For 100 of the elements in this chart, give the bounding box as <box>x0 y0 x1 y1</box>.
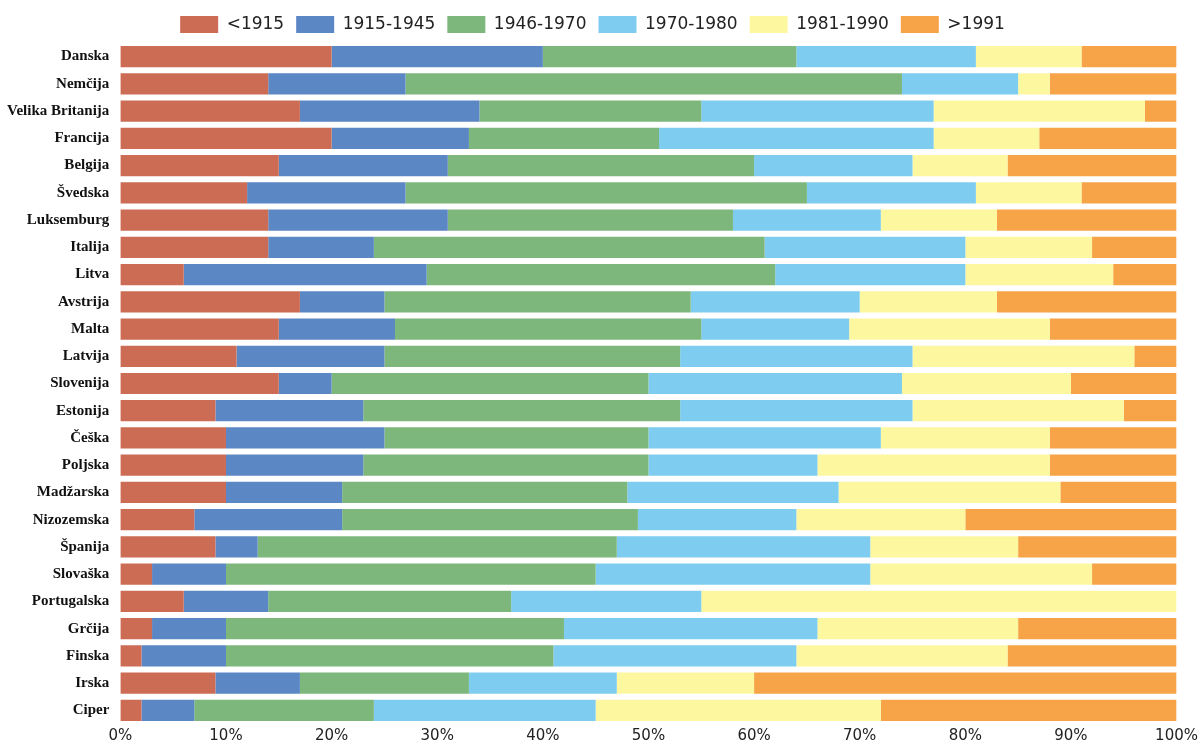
bar <box>120 618 153 640</box>
legend-label: >1991 <box>947 12 1005 33</box>
bar <box>384 427 649 449</box>
bar <box>880 427 1050 449</box>
bar <box>120 400 216 422</box>
bar <box>870 536 1019 558</box>
x-tick-label: 0% <box>108 725 133 744</box>
y-tick-label: Italija <box>70 238 110 255</box>
bar <box>405 182 807 204</box>
bar <box>553 645 797 667</box>
x-tick-label: 10% <box>209 725 243 744</box>
y-tick-label: Litva <box>75 265 110 282</box>
bar <box>901 73 1019 95</box>
bar <box>468 672 617 694</box>
bar <box>1039 127 1177 149</box>
bar <box>141 699 195 721</box>
bar <box>215 536 258 558</box>
legend-label: 1981-1990 <box>796 12 889 33</box>
bar <box>627 481 839 504</box>
bar <box>1123 400 1177 422</box>
bar <box>236 345 385 367</box>
y-tick-label: Malta <box>71 319 110 336</box>
bar <box>1049 454 1177 476</box>
y-tick-label: Velika Britanija <box>7 101 110 118</box>
bar <box>690 291 860 313</box>
bar <box>1007 154 1177 177</box>
bar <box>616 672 755 694</box>
bar <box>975 46 1082 68</box>
bar <box>183 590 269 613</box>
bar <box>764 236 966 258</box>
bar <box>754 672 1177 694</box>
bar <box>912 400 1124 422</box>
bar <box>278 372 332 395</box>
bar <box>373 699 596 721</box>
bar <box>331 127 469 149</box>
bar <box>775 263 966 286</box>
bar <box>997 291 1177 313</box>
bar <box>838 481 1061 504</box>
bar <box>701 318 850 340</box>
y-tick-label: Španija <box>60 537 110 554</box>
bar <box>659 127 934 149</box>
bar <box>194 509 343 531</box>
bar <box>1007 645 1177 667</box>
bar <box>394 318 702 340</box>
bar <box>120 154 279 177</box>
bar <box>152 563 226 585</box>
bar <box>1113 263 1177 286</box>
x-tick-label: 40% <box>526 725 560 744</box>
bar <box>152 618 226 640</box>
y-tick-label: Slovaška <box>52 565 110 582</box>
bar <box>680 345 913 367</box>
y-tick-label: Švedska <box>56 183 110 200</box>
y-tick-label: Madžarska <box>36 483 110 500</box>
bar <box>870 563 1093 585</box>
legend-label: <1915 <box>226 12 285 33</box>
bar <box>511 590 702 613</box>
bar <box>912 345 1135 367</box>
x-tick-label: 70% <box>843 725 877 744</box>
bar <box>120 672 216 694</box>
bar <box>278 154 448 177</box>
y-tick-label: Portugalska <box>31 592 110 609</box>
bar <box>405 73 902 95</box>
bar <box>542 46 797 68</box>
bar <box>225 454 364 476</box>
x-tick-label: 60% <box>737 725 771 744</box>
x-tick-label: 20% <box>314 725 349 744</box>
bar <box>363 454 649 476</box>
bar <box>447 154 755 177</box>
bar <box>880 699 1177 721</box>
bar <box>912 154 1008 177</box>
bar <box>225 618 564 640</box>
bar <box>120 318 279 340</box>
bar <box>268 73 406 95</box>
y-tick-label: Nemčija <box>56 74 110 91</box>
y-tick-label: Ciper <box>72 701 110 718</box>
bar <box>965 263 1114 286</box>
bar <box>796 46 976 68</box>
bar <box>225 645 554 667</box>
bar <box>384 345 681 367</box>
bar <box>1070 372 1177 395</box>
bar <box>965 509 1177 531</box>
bar <box>278 318 395 340</box>
bar <box>1144 100 1177 122</box>
bar <box>120 182 248 204</box>
bar <box>680 400 913 422</box>
bar <box>373 236 765 258</box>
x-tick-label: 80% <box>948 725 982 744</box>
y-tick-label: Belgija <box>64 156 110 173</box>
bar <box>595 699 881 721</box>
bar <box>1092 236 1177 258</box>
bar <box>225 427 385 449</box>
bar <box>701 590 1177 613</box>
bar <box>975 182 1082 204</box>
bar <box>120 481 226 504</box>
bar <box>299 291 385 313</box>
legend-label: 1915-1945 <box>342 12 436 33</box>
bar <box>447 209 733 231</box>
bar <box>616 536 871 558</box>
x-tick-label: 90% <box>1054 725 1088 744</box>
x-tick-label: 30% <box>420 725 454 744</box>
